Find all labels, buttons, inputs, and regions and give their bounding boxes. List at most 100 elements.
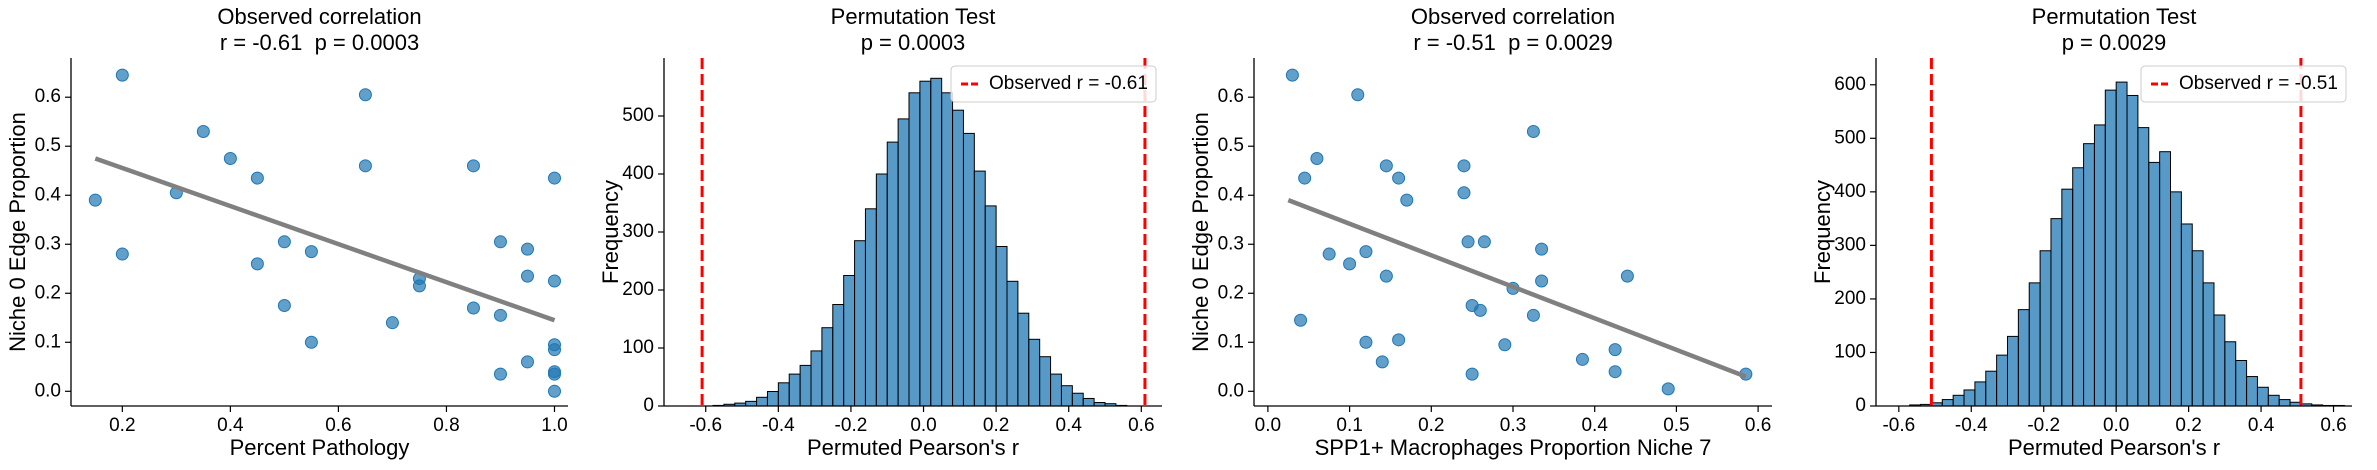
scatter-point [1285, 68, 1299, 82]
y-tick-label: 0.0 [35, 380, 61, 401]
histogram-bar [745, 400, 758, 407]
histogram-bar [2213, 314, 2226, 407]
histogram-bar [2126, 94, 2139, 407]
chart-title: Permutation Test [831, 4, 996, 29]
x-tick-label: 0.3 [1500, 415, 1526, 436]
scatter-point [520, 355, 534, 369]
scatter-point [466, 301, 480, 315]
histogram-bar [952, 109, 964, 407]
regression-line [94, 156, 556, 323]
x-tick-label: 0.4 [217, 415, 244, 436]
y-tick-label: 300 [1834, 234, 1866, 255]
scatter-point [277, 235, 291, 249]
legend-label: Observed r = -0.51 [2179, 73, 2338, 94]
x-tick-label: 0.0 [2103, 415, 2129, 436]
histogram-bar [2039, 250, 2052, 407]
x-axis-label: SPP1+ Macrophages Proportion Niche 7 [1315, 435, 1712, 460]
scatter-point [547, 171, 561, 185]
chart-title: Observed correlation [1411, 4, 1615, 29]
x-tick-label: -0.4 [1955, 415, 1988, 436]
x-tick-label: 0.4 [2248, 415, 2275, 436]
x-tick-label: 0.2 [983, 415, 1009, 436]
y-tick-label: 600 [1834, 74, 1866, 95]
legend-box [950, 65, 1157, 103]
histogram-bar [2267, 394, 2280, 407]
y-tick-label: 0.2 [35, 282, 61, 303]
histogram-bar [2017, 309, 2030, 407]
scatter-point [304, 245, 318, 259]
histogram-bar [2191, 250, 2204, 407]
scatter-point [493, 308, 507, 322]
legend-label: Observed r = -0.61 [989, 73, 1148, 94]
histogram-bar [1082, 397, 1095, 407]
scatter-point [1535, 274, 1549, 288]
x-tick-label: 0.2 [109, 415, 135, 436]
x-tick-label: 0.2 [2175, 415, 2201, 436]
histogram-bar [864, 208, 877, 407]
x-tick-label: 0.5 [1663, 415, 1689, 436]
chart-title: Permutation Test [2032, 4, 2197, 29]
y-tick-label: 400 [622, 163, 654, 184]
histogram-bar [1952, 394, 1965, 407]
histogram-bar [821, 327, 834, 407]
histogram-bar [1071, 392, 1084, 407]
x-tick-label: 0.6 [325, 415, 351, 436]
y-tick-label: 200 [622, 279, 654, 300]
x-tick-label: 0.4 [1581, 415, 1608, 436]
scatter-point [1526, 125, 1540, 139]
y-tick-label: 400 [1834, 181, 1866, 202]
histogram-bar [930, 77, 943, 407]
histogram-bar [2278, 399, 2291, 407]
scatter-point [358, 159, 372, 173]
histogram-bar [2224, 341, 2237, 407]
y-tick-label: 0.3 [35, 233, 61, 254]
histogram-bar [1028, 338, 1041, 407]
y-tick-label: 0 [643, 395, 654, 416]
histogram-bar [2170, 191, 2182, 407]
histogram-bar [2256, 386, 2269, 407]
histogram-bar [2028, 282, 2041, 407]
histogram-bar [766, 391, 779, 407]
y-tick-label: 0.0 [1218, 380, 1244, 401]
scatter-point [304, 335, 318, 349]
chart-subtitle: p = 0.0003 [861, 30, 966, 55]
scatter-point [466, 159, 480, 173]
scatter-point [358, 88, 372, 102]
chart-subtitle: p = 0.0029 [2062, 30, 2167, 55]
x-tick-label: 0.1 [1336, 415, 1362, 436]
chart-title: Observed correlation [217, 4, 421, 29]
histogram-bar [984, 205, 997, 407]
histogram-bar [2159, 151, 2172, 407]
scatter-point [1322, 247, 1336, 261]
x-axis-label: Percent Pathology [230, 435, 410, 460]
x-tick-label: 0.0 [1255, 415, 1281, 436]
y-axis-label: Frequency [598, 180, 623, 284]
scatter-point [250, 257, 264, 271]
histogram-bar [2083, 143, 2095, 407]
scatter-point [223, 151, 237, 165]
histogram-bar [1039, 356, 1052, 407]
x-tick-label: 0.2 [1418, 415, 1444, 436]
x-tick-label: 0.0 [910, 415, 936, 436]
scatter-point [250, 171, 264, 185]
scatter-point [1473, 303, 1487, 317]
histogram-bar [810, 350, 823, 407]
regression-line [1287, 198, 1747, 379]
y-axis-label: Niche 0 Edge Proportion [5, 112, 30, 352]
histogram-bar [1060, 385, 1073, 407]
x-tick-label: 0.8 [433, 415, 459, 436]
y-tick-label: 0.2 [1218, 282, 1244, 303]
scatter-point [1310, 151, 1324, 165]
y-tick-label: 0.6 [1218, 86, 1244, 107]
histogram-bar [2006, 335, 2019, 407]
scatter-point [1457, 159, 1471, 173]
histogram-bar [908, 92, 921, 407]
y-tick-label: 0 [1855, 395, 1866, 416]
histogram-bar [919, 80, 932, 407]
histogram-bar [995, 246, 1008, 407]
x-tick-label: -0.4 [762, 415, 795, 436]
scatter-point [547, 384, 561, 398]
